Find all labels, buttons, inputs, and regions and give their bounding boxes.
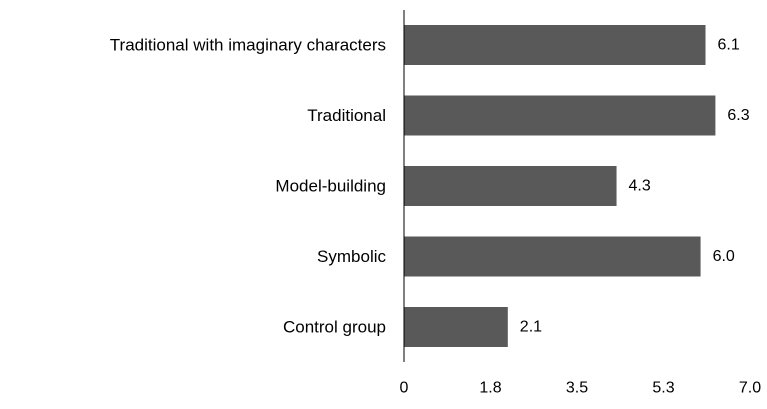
value-label: 6.0 [713,248,735,265]
value-label: 2.1 [520,319,542,336]
x-tick-label: 5.3 [652,380,674,397]
category-label: Control group [283,318,386,337]
bars-group [404,25,716,347]
bar [404,307,508,347]
x-tick-label: 7.0 [739,380,761,397]
bar [404,95,716,136]
x-tick-label: 1.8 [479,380,501,397]
bar [404,25,706,65]
value-label: 4.3 [629,178,651,195]
category-label: Traditional with imaginary characters [110,36,386,55]
value-label: 6.3 [727,107,749,124]
category-label: Model-building [275,177,386,196]
labels-group: Traditional with imaginary characters 6.1… [110,36,750,337]
bar [404,236,701,277]
value-label: 6.1 [718,37,740,54]
category-label: Traditional [307,106,386,125]
x-tick-label: 0 [400,380,409,397]
bar [404,166,617,206]
category-label: Symbolic [317,247,386,266]
x-ticks-group: 0 1.8 3.5 5.3 7.0 [400,380,762,397]
x-tick-label: 3.5 [566,380,588,397]
